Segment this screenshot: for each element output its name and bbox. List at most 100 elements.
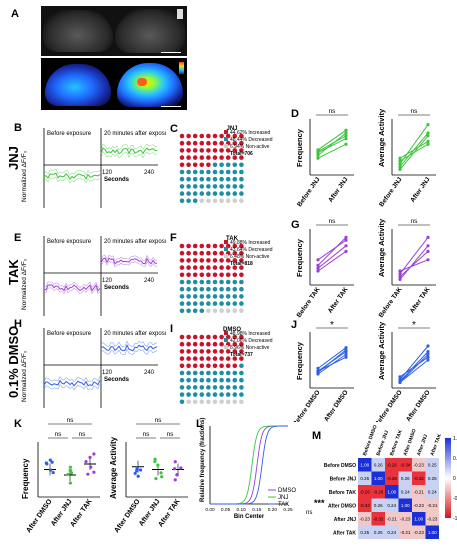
waffle-dot [232, 301, 238, 306]
waffle-dot [186, 294, 191, 299]
x-tick-after: After TAK [327, 286, 350, 315]
cell-value: -0.34 [360, 503, 371, 508]
waffle-dot [232, 133, 238, 139]
pair-line [317, 237, 347, 266]
waffle-dot [186, 258, 191, 263]
data-point [68, 481, 72, 485]
matrix-cell [398, 471, 412, 485]
legend-swatch [224, 137, 228, 141]
before-label: Before exposure [47, 331, 92, 337]
after-label: 20 minutes after exposure [104, 131, 166, 137]
waffle-dot [179, 356, 185, 361]
waffle-dot [199, 308, 205, 314]
waffle-dot [225, 184, 231, 189]
waffle-dot [225, 392, 231, 397]
point-before [316, 156, 320, 160]
waffle-dot [179, 155, 185, 160]
y-axis-label: Normalized ΔF/F₀ [21, 258, 28, 310]
waffle-dot [186, 334, 191, 340]
waffle-dot [219, 140, 224, 146]
waffle-dot [192, 279, 198, 285]
legend-text: 8.96% Non-active [230, 345, 270, 351]
x-tick-after: After TAK [409, 286, 432, 315]
data-point [135, 466, 139, 470]
waffle-dot [232, 198, 238, 204]
waffle-dot [232, 341, 238, 347]
matrix-cell [425, 512, 439, 526]
pair-line [317, 129, 347, 151]
waffle-dot [232, 162, 238, 168]
matrix-cell [412, 485, 426, 499]
data-point [172, 467, 177, 471]
waffle-dot [199, 191, 205, 196]
waffle-dot [192, 392, 198, 397]
x-axis-label: Seconds [104, 177, 130, 183]
data-point [159, 471, 163, 475]
x-axis-label: Bin Center [234, 514, 265, 520]
data-point [173, 460, 177, 464]
waffle-dot [239, 258, 244, 263]
cdf-curve [210, 425, 288, 505]
legend-text: 43.64% Decreased [230, 247, 273, 253]
cell-value: 1.00 [401, 503, 410, 508]
waffle-dot [219, 265, 224, 270]
waffle-dot [219, 385, 224, 390]
waffle-dot [179, 198, 185, 204]
waffle-dot [225, 265, 231, 270]
waffle-dot [206, 243, 211, 249]
waffle-dot [179, 133, 185, 139]
cell-value: -0.23 [414, 530, 425, 535]
cell-value: -0.23 [414, 462, 425, 467]
waffle-dot [225, 176, 231, 182]
data-point [51, 470, 55, 475]
data-point [179, 466, 183, 470]
legend-text: 44.62% Increased [230, 130, 271, 136]
waffle-dot [186, 392, 191, 397]
panel-label-k: K [14, 418, 22, 430]
waffle-dot [179, 265, 185, 270]
point-before [398, 269, 402, 273]
data-point [68, 468, 72, 473]
waffle-dot [219, 243, 224, 249]
pair-line [399, 354, 429, 383]
waffle-dot [239, 176, 244, 182]
panel-label-f: F [170, 232, 177, 244]
waffle-dot [239, 272, 244, 278]
point-after [426, 249, 430, 253]
y-axis-label: Normalized ΔF/F₀ [21, 150, 28, 202]
cdf-curve [210, 425, 288, 505]
matrix-cell [358, 525, 372, 539]
waffle-dot [186, 133, 191, 139]
waffle-dot [212, 370, 218, 376]
waffle-dot [232, 169, 238, 175]
waffle-dot [199, 377, 205, 383]
data-point [173, 478, 177, 482]
legend-text: 49.88% Increased [230, 240, 271, 246]
waffle-dot [219, 334, 224, 340]
waffle-dot [206, 308, 211, 314]
point-before [398, 162, 402, 166]
waffle-dot [192, 265, 198, 270]
trace-after [100, 257, 158, 265]
waffle-dot [219, 286, 224, 292]
waffle-dot [239, 363, 244, 369]
waffle-dot [199, 341, 205, 347]
point-after [426, 344, 430, 348]
waffle-dot [192, 370, 198, 376]
waffle-dot [232, 148, 238, 153]
waffle-dot [212, 162, 218, 168]
matrix-cell [358, 471, 372, 485]
sig-label: * [330, 320, 334, 331]
data-point [86, 472, 90, 476]
y-axis-label: Average Activity [377, 321, 386, 380]
cell-value: 0.25 [428, 462, 437, 467]
waffle-dot [192, 399, 198, 405]
x-tick-before: Before JNJ [296, 176, 322, 208]
waffle-total: Total=737 [230, 352, 253, 358]
waffle-dot [225, 155, 231, 160]
sem-band-2 [100, 143, 158, 151]
point-before [316, 269, 320, 273]
legend-text: 6.94% Non-active [230, 144, 270, 150]
